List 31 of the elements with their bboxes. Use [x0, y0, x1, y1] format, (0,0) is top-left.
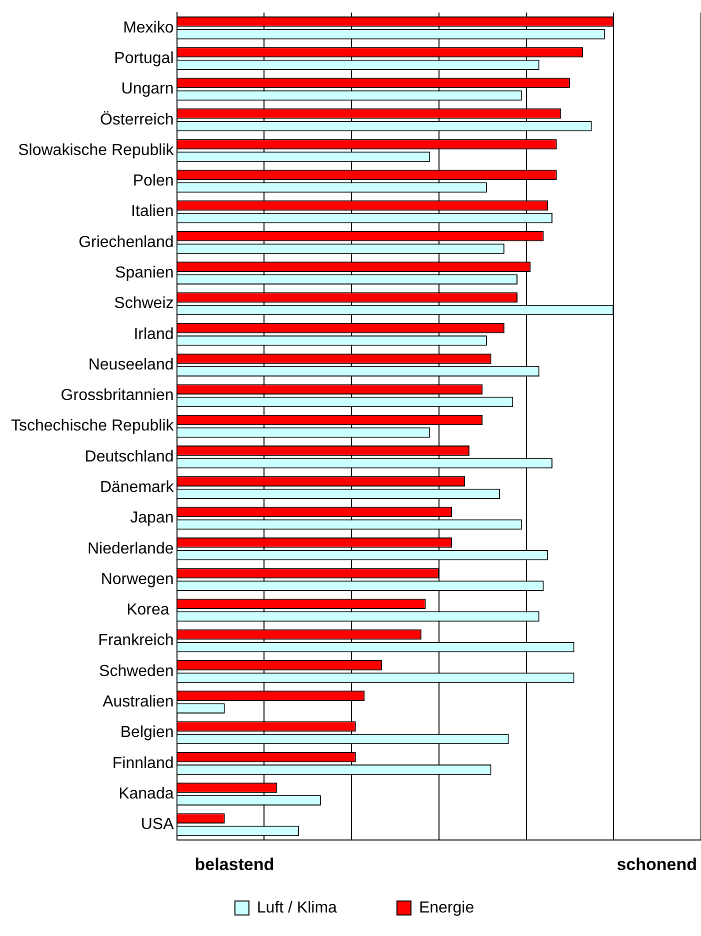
y-tick-label: Finnland: [112, 754, 174, 772]
legend-label: Energie: [418, 899, 474, 916]
y-tick-label: Japan: [130, 510, 174, 527]
y-tick-label: Irland: [134, 326, 174, 343]
y-tick-label: Polen: [132, 172, 174, 190]
y-tick-label: Ungarn: [121, 80, 174, 98]
y-tick-label: Niederlande: [87, 540, 174, 558]
y-tick-label: Spanien: [115, 264, 174, 282]
y-tick-label: Belgien: [120, 724, 174, 742]
y-tick-label: Schweden: [99, 662, 174, 680]
y-tick-label: Dänemark: [100, 478, 175, 496]
y-tick-label: Kanada: [118, 785, 174, 802]
y-tick-label: USA: [140, 816, 174, 834]
y-tick-label: Griechenland: [78, 234, 174, 251]
text: schonend: [616, 855, 697, 875]
y-tick-label: Slowakische Republik: [18, 142, 175, 159]
y-tick-label: Deutschland: [84, 448, 174, 466]
y-tick-label: Italien: [131, 203, 174, 220]
y-tick-label: Norwegen: [100, 570, 174, 588]
y-tick-label: Tschechische Republik: [11, 418, 175, 435]
y-tick-label: Portugal: [114, 50, 174, 67]
y-tick-label: Neuseeland: [88, 356, 174, 374]
y-tick-label: Mexiko: [123, 19, 174, 36]
y-tick-label: Australien: [102, 694, 174, 711]
y-tick-label: Frankreich: [98, 632, 174, 650]
legend-label: Luft / Klima: [256, 899, 338, 916]
y-tick-label: Schweiz: [114, 295, 174, 312]
y-tick-label: Korea: [126, 602, 174, 619]
y-tick-label: Grossbritannien: [60, 387, 174, 404]
text: belastend: [194, 855, 274, 875]
y-tick-label: Österreich: [100, 110, 174, 128]
